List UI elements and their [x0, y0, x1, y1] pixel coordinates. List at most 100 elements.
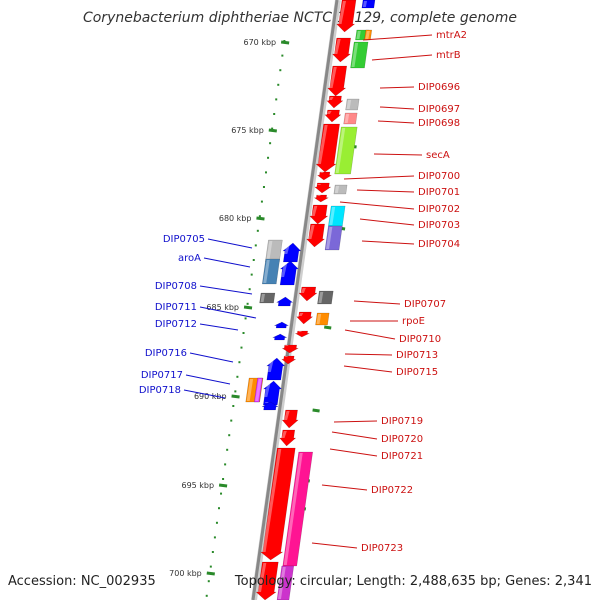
leader-line [361, 240, 415, 245]
gene-label-DIP0713: DIP0713 [396, 350, 438, 361]
leader-line [333, 420, 378, 423]
gene-mtrA2 [331, 37, 352, 63]
gene-DIP0698b [324, 109, 342, 123]
gene-label-DIP0711: DIP0711 [155, 302, 197, 313]
gene-label-DIP0723: DIP0723 [361, 543, 403, 554]
scale-dot [232, 405, 235, 407]
kbp-tick-label: 700 kbp [169, 569, 202, 578]
scale-dot [246, 302, 249, 305]
scale-dot [220, 492, 223, 495]
kbp-tick [256, 216, 265, 221]
gene-mtrB [350, 41, 369, 69]
gene-label-DIP0696: DIP0696 [418, 82, 460, 93]
leader-line [339, 201, 415, 210]
gene-DIP0701r [314, 182, 332, 194]
gene-label-DIP0715: DIP0715 [396, 367, 438, 378]
gene-label-DIP0720: DIP0720 [381, 434, 423, 445]
gene-bottom-purple [276, 565, 295, 600]
gene-DIP0718b [261, 401, 279, 411]
gene-label-aroA: aroA [178, 253, 201, 264]
gene-DIP0701-highlight [334, 186, 340, 193]
gene-secA-adj [315, 123, 340, 173]
gene-DIP0718-highlight [264, 382, 271, 397]
gene-top-1 [336, 0, 357, 33]
leader-line [373, 153, 423, 156]
scale-dot [234, 390, 237, 393]
gene-DIP0711 [274, 321, 290, 329]
gene-DIP0713 [281, 344, 300, 354]
leader-line [371, 54, 433, 61]
leader-line [344, 353, 393, 356]
gene-label-rpoE: rpoE [402, 316, 425, 327]
kbp-tick-label: 695 kbp [181, 481, 214, 490]
minor-tick [324, 325, 332, 330]
gene-label-DIP0719: DIP0719 [381, 416, 423, 427]
gene-DIP0697 [345, 98, 360, 111]
kbp-tick-label: 690 kbp [194, 392, 227, 401]
gene-DIP0718b-highlight [264, 402, 269, 403]
gene-DIP0706-highlight [300, 288, 306, 293]
gene-aroAb [279, 260, 299, 286]
gene-aroAb-highlight [281, 262, 288, 277]
kbp-tick [243, 305, 253, 310]
gene-label-DIP0718: DIP0718 [139, 385, 181, 396]
scale-dot [256, 229, 259, 232]
gene-DIP0697-highlight [346, 100, 352, 109]
gene-DIP0698-highlight [344, 114, 350, 123]
gene-label-DIP0707: DIP0707 [404, 299, 446, 310]
scale-dot [281, 54, 284, 57]
gene-DIP0701 [333, 184, 348, 195]
gene-DIP0717-highlight [246, 379, 254, 401]
scale-dot [275, 98, 278, 101]
gene-DIP0700-highlight [319, 172, 324, 173]
gene-DIP0712 [272, 333, 288, 341]
gene-aroA [261, 258, 281, 285]
gene-DIP0704 [324, 225, 343, 251]
gene-DIP0721 [260, 447, 296, 561]
leader-line [183, 389, 226, 399]
leader-line [329, 448, 378, 457]
scale-dot [273, 113, 276, 115]
gene-aroA-highlight [263, 260, 270, 283]
scale-dot [258, 215, 261, 218]
gene-DIP0720 [279, 429, 297, 447]
leader-line [356, 189, 415, 193]
gene-label-DIP0701: DIP0701 [418, 187, 460, 198]
gene-DIP0715-highlight [284, 356, 289, 357]
gene-secA [334, 126, 358, 175]
scale-dot [250, 273, 253, 276]
scale-dot [271, 127, 274, 130]
gene-DIP0708 [259, 292, 276, 304]
gene-DIP0704r [305, 223, 326, 248]
gene-label-DIP0708: DIP0708 [155, 281, 197, 292]
leader-line [353, 300, 401, 305]
kbp-tick [268, 128, 277, 133]
gene-DIP0708b [275, 296, 294, 307]
kbp-tick-label: 670 kbp [244, 38, 277, 47]
leader-line [331, 431, 378, 440]
gene-label-mtrB: mtrB [436, 50, 461, 61]
scale-dot [265, 171, 268, 174]
scale-dot [267, 156, 270, 159]
leader-line [321, 484, 368, 491]
gene-DIP0705b-highlight [284, 244, 290, 254]
gene-mtrB-highlight [351, 43, 359, 67]
gene-label-DIP0722: DIP0722 [371, 485, 413, 496]
gene-DIP0709-highlight [298, 313, 304, 316]
gene-DIP0698b-highlight [326, 111, 332, 114]
scale-dot [222, 478, 225, 480]
kbp-tick [218, 483, 228, 488]
scale-dot [230, 419, 233, 422]
gene-DIP0700 [316, 171, 333, 181]
topology-text: Topology: circular; Length: 2,488,635 bp… [234, 574, 592, 589]
scale-dot [244, 317, 247, 320]
gene-DIP0702-highlight [316, 194, 321, 196]
gene-DIP0715 [280, 355, 297, 365]
gene-rpoE [315, 312, 330, 326]
scale-dot [205, 594, 208, 597]
scale-dot [224, 463, 227, 466]
scale-dot [236, 375, 239, 378]
gene-DIP0710-highlight [297, 329, 302, 332]
gene-DIP0696b-highlight [328, 97, 334, 100]
